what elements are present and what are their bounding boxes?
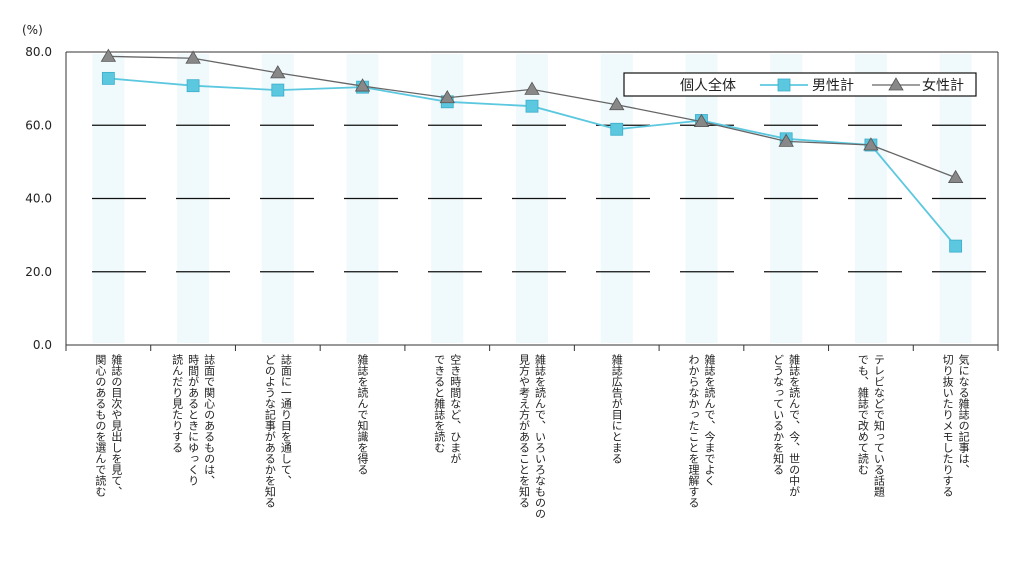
category-label: 空き時間など、ひまが xyxy=(449,353,462,464)
y-tick-label: 60.0 xyxy=(25,118,52,132)
y-tick-label: 40.0 xyxy=(25,192,52,206)
y-tick-label: 80.0 xyxy=(25,45,52,59)
legend-marker xyxy=(777,78,791,92)
data-point xyxy=(947,169,964,184)
category-label: 雑誌を読んで、いろいろなものの xyxy=(534,353,547,519)
category-label: 誌面に一通り目を通して、 xyxy=(279,353,292,486)
category-label: 関心のあるものを選んで読む xyxy=(94,354,107,497)
category-label: 雑誌の目次や見出しを見て、 xyxy=(110,353,123,497)
y-unit-label: (%) xyxy=(22,23,43,37)
category-label: 切り抜いたりメモしたりする xyxy=(941,354,954,497)
category-label: 見方や考え方があることを知る xyxy=(518,354,531,508)
category-label: 時間があるときにゆっくり xyxy=(187,354,200,486)
data-point xyxy=(185,50,201,64)
data-point xyxy=(949,239,963,253)
data-point xyxy=(101,71,115,85)
data-point xyxy=(863,137,879,151)
legend-title: 個人全体 xyxy=(680,77,736,94)
data-point xyxy=(778,133,794,147)
data-point xyxy=(354,78,371,92)
category-label: 雑誌を読んで知識を得る xyxy=(356,353,369,475)
data-point xyxy=(186,79,200,93)
category-label: 読んだり見たりする xyxy=(171,353,184,453)
category-label: どうなっているかを知る xyxy=(772,354,785,475)
category-label: 誌面で関心のあるものは、 xyxy=(203,353,216,486)
legend-marker xyxy=(888,77,904,91)
data-point xyxy=(610,122,624,136)
legend-label: 男性計 xyxy=(812,78,854,94)
category-label: テレビなどで知っている話題 xyxy=(872,354,885,498)
category-label: でも、雑誌で改めて読む xyxy=(856,354,869,475)
category-label: 雑誌広告が目にとまる xyxy=(610,353,623,464)
data-point xyxy=(271,83,285,97)
category-label: 雑誌を読んで、今までよく xyxy=(703,353,716,486)
y-tick-label: 0.0 xyxy=(33,338,52,352)
legend-label: 女性計 xyxy=(922,77,964,94)
data-point xyxy=(270,65,286,79)
y-tick-label: 20.0 xyxy=(25,265,52,279)
data-point xyxy=(524,81,540,95)
category-label: わからなかったことを理解する xyxy=(687,354,700,508)
data-point xyxy=(693,113,710,127)
data-point xyxy=(439,89,455,104)
category-label: 気になる雑誌の記事は、 xyxy=(957,353,970,475)
category-label: できると雑誌を読む xyxy=(433,354,446,453)
data-point xyxy=(609,96,625,111)
category-label: どのような記事があるかを知る xyxy=(263,354,276,508)
category-label: 雑誌を読んで、今、世の中が xyxy=(788,353,801,497)
data-point xyxy=(100,48,117,62)
legend: 個人全体 男性計 女性計 xyxy=(623,72,977,97)
data-point xyxy=(525,99,539,113)
